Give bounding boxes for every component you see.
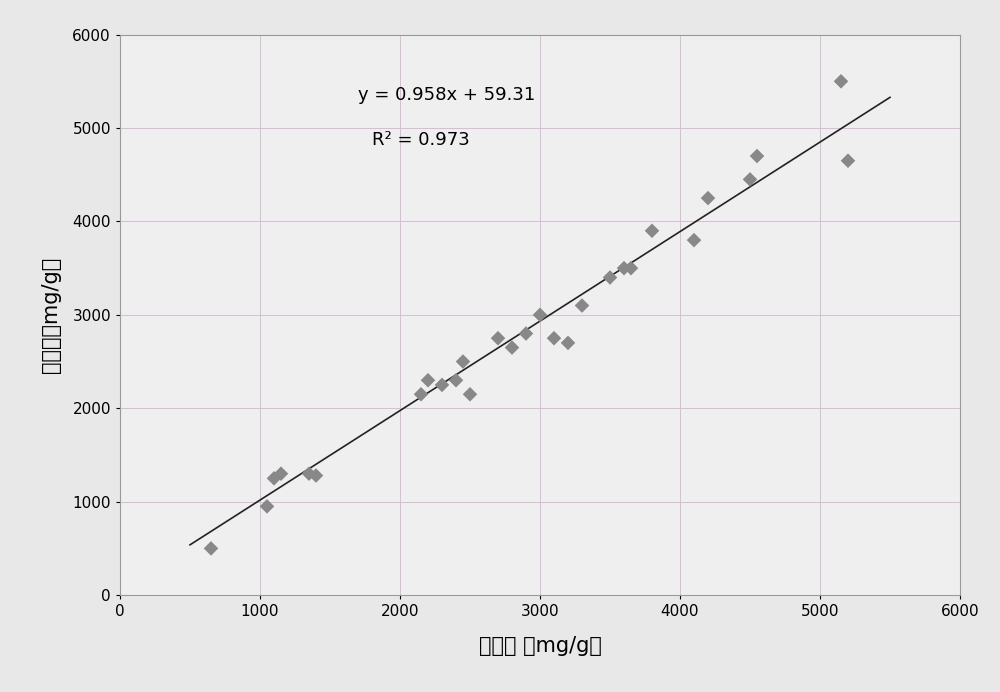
Point: [518, 328, 534, 339]
Y-axis label: 预测値（mg/g）: 预测値（mg/g）: [41, 257, 61, 373]
Point: [616, 263, 632, 274]
Point: [546, 333, 562, 344]
Point: [301, 468, 317, 480]
Point: [434, 379, 450, 390]
Text: R² = 0.973: R² = 0.973: [372, 131, 470, 149]
Point: [644, 226, 660, 237]
Point: [532, 309, 548, 320]
Point: [259, 501, 275, 512]
Point: [420, 375, 436, 386]
Point: [413, 389, 429, 400]
Point: [462, 389, 478, 400]
Point: [749, 151, 765, 162]
Point: [833, 76, 849, 87]
X-axis label: 实测値 （mg/g）: 实测値 （mg/g）: [479, 636, 601, 656]
Point: [448, 375, 464, 386]
Point: [308, 470, 324, 481]
Point: [602, 272, 618, 283]
Point: [504, 342, 520, 353]
Point: [686, 235, 702, 246]
Text: y = 0.958x + 59.31: y = 0.958x + 59.31: [358, 86, 535, 104]
Point: [273, 468, 289, 480]
Point: [455, 356, 471, 367]
Point: [574, 300, 590, 311]
Point: [742, 174, 758, 185]
Point: [700, 192, 716, 203]
Point: [266, 473, 282, 484]
Point: [840, 155, 856, 166]
Point: [623, 263, 639, 274]
Point: [490, 333, 506, 344]
Point: [203, 543, 219, 554]
Point: [560, 338, 576, 349]
